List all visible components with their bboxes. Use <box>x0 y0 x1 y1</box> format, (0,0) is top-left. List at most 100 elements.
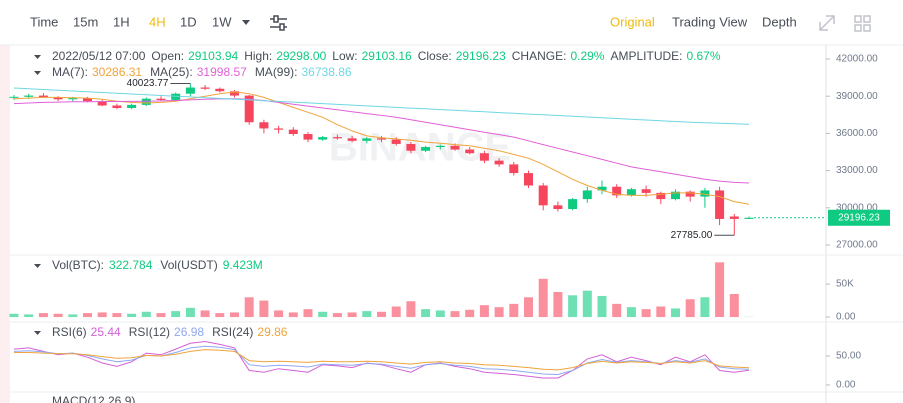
candle-body <box>626 189 636 196</box>
legend-label: MA(25): <box>150 65 193 79</box>
volume-bar <box>465 309 475 318</box>
interval-button[interactable]: 1W <box>212 14 232 29</box>
volume-bar <box>97 312 107 318</box>
collapse-arrow[interactable] <box>34 331 41 335</box>
candle-body <box>347 138 357 141</box>
indicator-line <box>13 340 750 379</box>
volume-bar <box>700 297 710 318</box>
y-tick-label: 33000.00 <box>836 165 878 176</box>
legend-label: RSI(6) <box>52 325 87 339</box>
interval-button[interactable]: 4H <box>149 14 166 29</box>
volume-bar <box>729 293 739 318</box>
candle-body <box>671 191 680 200</box>
collapse-arrow[interactable] <box>34 55 41 59</box>
volume-bar <box>127 313 137 318</box>
candle-body <box>597 186 607 191</box>
candle-body <box>700 190 710 197</box>
volume-bar <box>494 307 504 318</box>
interval-button[interactable]: 1H <box>113 14 130 29</box>
volume-bar <box>156 313 166 318</box>
volume-bar <box>303 309 313 318</box>
candle-body <box>641 189 651 193</box>
legend-label: MA(99): <box>255 65 298 79</box>
candle-body <box>274 128 284 130</box>
dropdown-arrow[interactable] <box>242 20 250 25</box>
indicator-line <box>13 91 750 205</box>
y-tick-label: 36000.00 <box>836 128 878 139</box>
view-button[interactable]: Original <box>610 14 655 29</box>
field-label: Low: <box>332 49 357 63</box>
volume-bar <box>626 307 636 318</box>
field-label: Close: <box>418 49 452 63</box>
volume-bar <box>406 301 416 318</box>
candle-body <box>215 88 225 92</box>
candle-body <box>582 190 592 200</box>
candle-body <box>127 104 137 108</box>
volume-bar <box>141 311 151 318</box>
volume-bar <box>259 300 269 318</box>
candle-body <box>171 93 181 100</box>
volume-bar <box>685 299 695 318</box>
volume-bar <box>230 312 239 318</box>
indicator-line <box>13 98 750 184</box>
indicator-line <box>14 349 750 371</box>
y-tick-label: 0.00 <box>836 312 856 323</box>
candle-body <box>391 139 401 144</box>
legend-label: RSI(24) <box>212 325 253 339</box>
y-tick-label: 42000.00 <box>836 54 878 65</box>
legend-value: 29.86 <box>257 325 287 339</box>
interval-button[interactable]: 1D <box>180 14 197 29</box>
last-price-tag <box>828 209 890 226</box>
view-button[interactable]: Depth <box>762 14 797 29</box>
volume-bar <box>435 310 445 318</box>
candle-body <box>68 98 78 100</box>
volume-bar <box>538 278 548 318</box>
expand-icon[interactable] <box>819 15 835 31</box>
candle-body <box>656 192 666 200</box>
volume-bar <box>362 311 372 318</box>
volume-legend: Vol(BTC): 322.784 Vol(USDT) 9.423M <box>52 258 263 272</box>
ohlc-info: 2022/05/12 07:00 Open: 29103.94 High: 29298.… <box>52 49 721 63</box>
field-value: 29298.00 <box>276 49 326 63</box>
collapse-arrow[interactable] <box>34 264 41 268</box>
candle-body <box>97 101 107 106</box>
volume-bar <box>641 309 651 318</box>
field-value: 29103.94 <box>188 49 238 63</box>
candle-body <box>332 137 342 139</box>
collapse-arrow[interactable] <box>34 71 41 75</box>
view-button[interactable]: Trading View <box>672 14 748 29</box>
interval-button[interactable]: Time <box>30 14 58 29</box>
legend-label: Vol(BTC): <box>52 258 104 272</box>
volume-bar <box>9 313 19 318</box>
y-tick-label: 30000.00 <box>836 202 878 213</box>
candle-body <box>377 138 386 140</box>
ma-legend: MA(7): 30286.31 MA(25): 31998.57 MA(99): 3673… <box>52 65 352 79</box>
volume-bar <box>715 262 725 318</box>
legend-value: 9.423M <box>223 258 263 272</box>
candle-body <box>406 143 416 151</box>
volume-bar <box>450 311 460 318</box>
candle-body <box>112 105 122 108</box>
settings-icon[interactable] <box>270 15 287 31</box>
interval-button[interactable]: 15m <box>73 14 98 29</box>
candle-body <box>24 95 34 97</box>
candle-body <box>479 153 489 161</box>
candle-body <box>230 91 239 96</box>
volume-bar <box>524 297 533 318</box>
volume-bar <box>288 312 298 318</box>
volume-bar <box>509 303 519 318</box>
candle-body <box>156 98 166 100</box>
volume-bar <box>391 306 401 318</box>
volume-bar <box>53 313 63 318</box>
volume-bar <box>656 306 666 318</box>
candle-body <box>200 87 210 89</box>
field-value: 0.29% <box>570 49 604 63</box>
legend-value: 31998.57 <box>197 65 247 79</box>
grid-layout-icon[interactable] <box>854 15 871 32</box>
candle-body <box>421 147 431 151</box>
legend-value: 26.98 <box>174 325 204 339</box>
volume-bar <box>200 310 210 318</box>
extreme-label: 27785.00 <box>671 230 713 241</box>
candle-body <box>185 87 195 94</box>
